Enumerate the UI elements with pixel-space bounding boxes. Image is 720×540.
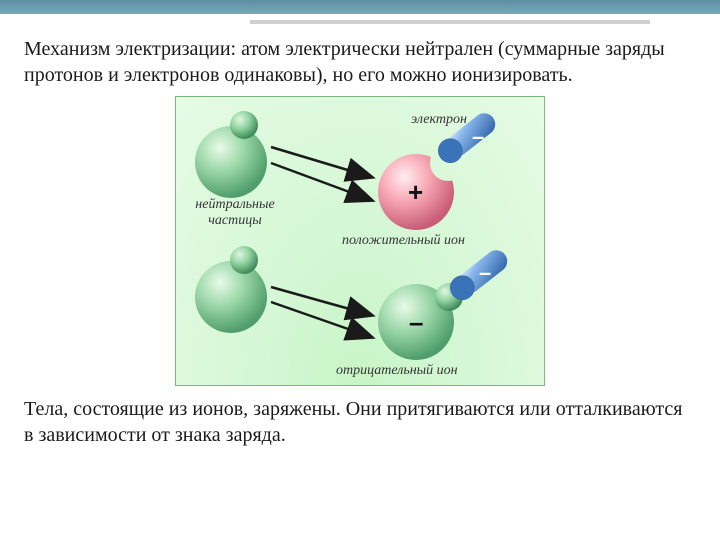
neutral-small-top — [230, 111, 258, 139]
label-positive: положительный ион — [342, 233, 465, 249]
intro-text: Механизм электризации: атом электрически… — [0, 24, 720, 88]
label-neutral: нейтральные частицы — [180, 197, 290, 229]
diagram-container: нейтральные частицы электрон положительн… — [0, 88, 720, 390]
top-accent-bar — [0, 0, 720, 14]
ionization-diagram: нейтральные частицы электрон положительн… — [175, 96, 545, 386]
neutral-big-bot — [195, 261, 267, 333]
arrow-top-1 — [271, 147, 371, 177]
minus-sign-top: – — [472, 124, 484, 150]
label-negative: отрицательный ион — [336, 363, 458, 379]
neutral-small-bot — [230, 246, 258, 274]
outro-text: Тела, состоящие из ионов, заряжены. Они … — [0, 390, 720, 448]
neutral-big-top — [195, 126, 267, 198]
arrow-top-2 — [271, 163, 371, 200]
arrow-bot-1 — [271, 287, 371, 315]
label-electron: электрон — [411, 112, 467, 128]
arrow-bot-2 — [271, 302, 371, 337]
minus-sign-big: – — [409, 307, 423, 338]
plus-sign: + — [408, 177, 423, 208]
minus-sign-tube2: – — [479, 260, 491, 286]
